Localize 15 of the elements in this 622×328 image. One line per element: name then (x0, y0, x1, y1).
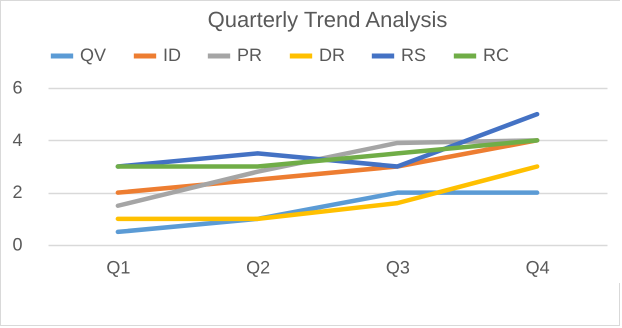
chart-title: Quarterly Trend Analysis (208, 7, 448, 32)
x-tick-label: Q2 (246, 258, 270, 278)
y-tick-label: 6 (12, 78, 22, 98)
y-tick-label: 0 (12, 234, 22, 254)
y-tick-label: 2 (12, 182, 22, 202)
legend-label: PR (237, 45, 262, 65)
legend-label: QV (80, 45, 106, 65)
x-tick-label: Q1 (106, 258, 130, 278)
legend-label: RC (483, 45, 509, 65)
y-tick-label: 4 (12, 130, 22, 150)
x-tick-label: Q4 (526, 258, 550, 278)
x-tick-label: Q3 (386, 258, 410, 278)
legend-label: DR (319, 45, 345, 65)
legend-label: ID (163, 45, 181, 65)
legend-label: RS (401, 45, 426, 65)
